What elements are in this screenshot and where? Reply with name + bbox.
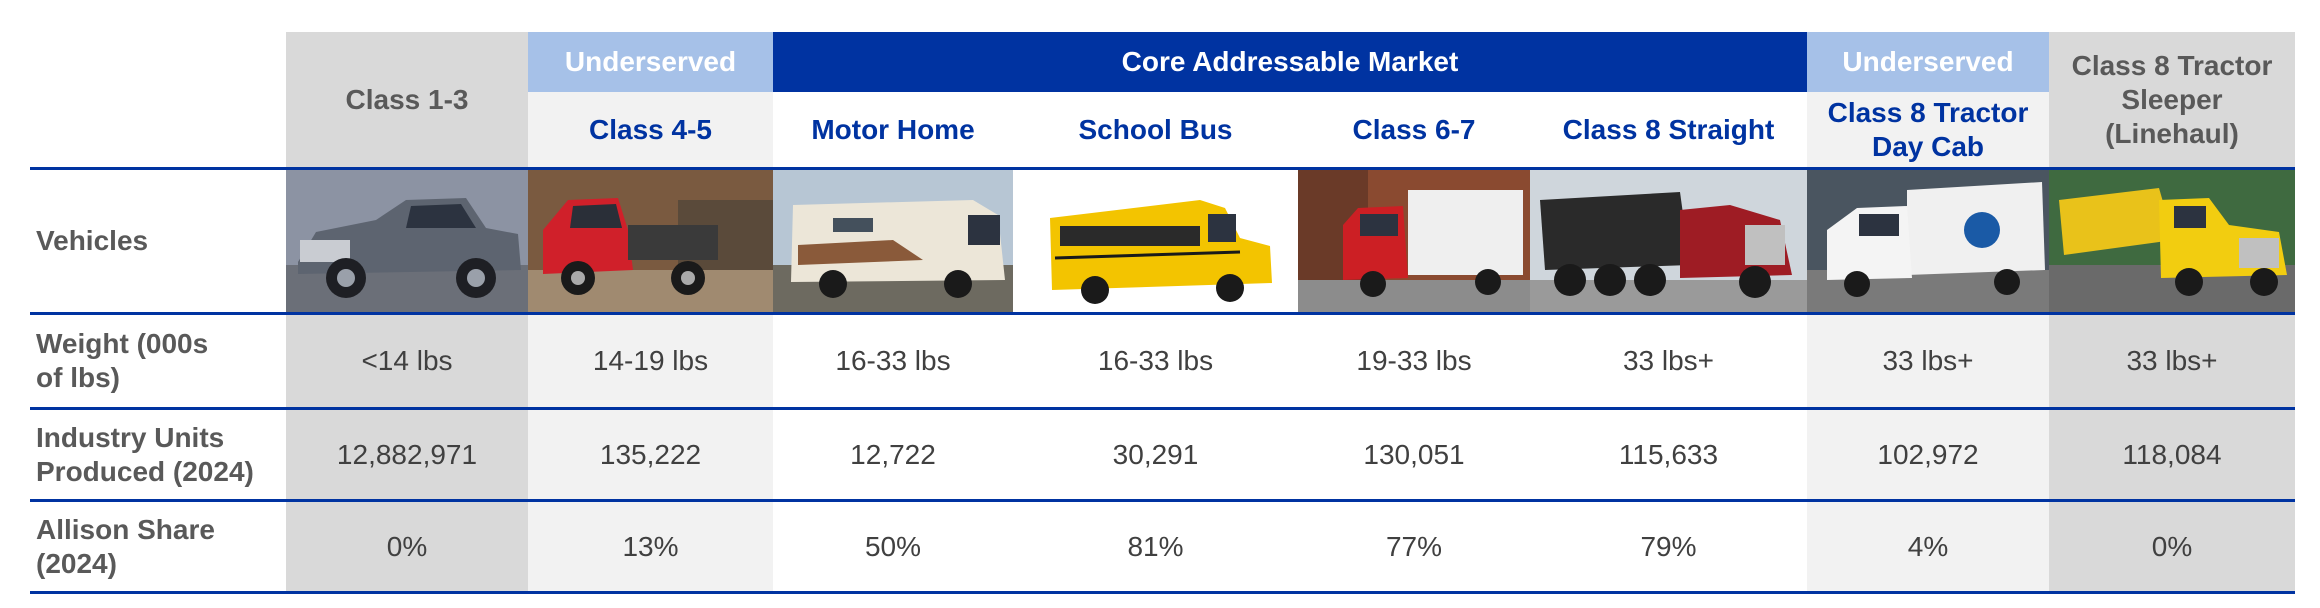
- row-label-share: Allison Share (2024): [30, 502, 280, 591]
- units-class-8-sleeper: 118,084: [2122, 438, 2222, 470]
- vehicle-image-pickup-truck: [286, 170, 528, 312]
- vehicle-image-sleeper-tractor: [2049, 170, 2295, 312]
- share-class-6-7: 77%: [1385, 530, 1443, 562]
- rule-bottom: [30, 591, 2295, 594]
- group-underserved-left: Underserved: [528, 32, 773, 92]
- group-underserved-right: Underserved: [1807, 32, 2049, 92]
- vehicle-image-school-bus: [1040, 178, 1280, 308]
- row-label-units-text: Industry Units Produced (2024): [36, 421, 254, 487]
- units-class-4-5: 135,222: [599, 438, 702, 470]
- units-class-8-straight: 115,633: [1618, 438, 1719, 470]
- row-label-units: Industry Units Produced (2024): [30, 410, 280, 499]
- row-label-weight: Weight (000s of lbs): [30, 315, 280, 407]
- vehicle-image-motor-home: [773, 170, 1013, 312]
- share-class-8-straight: 79%: [1640, 530, 1697, 562]
- rule-header: [30, 167, 2295, 170]
- col-header-school-bus: School Bus: [1078, 114, 1233, 145]
- share-class-8-day-cab: 4%: [1907, 530, 1949, 562]
- col-header-motor-home: Motor Home: [811, 114, 975, 145]
- units-school-bus: 30,291: [1112, 438, 1199, 470]
- units-class-8-day-cab: 102,972: [1877, 438, 1979, 470]
- weight-school-bus: 16-33 lbs: [1097, 345, 1214, 376]
- share-school-bus: 81%: [1127, 530, 1184, 562]
- group-core-addressable-market: Core Addressable Market: [773, 32, 1807, 92]
- vehicle-image-day-cab-tractor: [1807, 170, 2049, 312]
- rule-units: [30, 499, 2295, 502]
- col-header-class-1-3: Class 1-3: [345, 84, 469, 115]
- rule-vehicles: [30, 312, 2295, 315]
- col-header-class-4-5: Class 4-5: [589, 114, 712, 145]
- share-class-1-3: 0%: [386, 530, 428, 562]
- units-motor-home: 12,722: [850, 438, 936, 470]
- col-header-class-6-7: Class 6-7: [1352, 114, 1476, 145]
- vehicle-image-red-dump-truck: [528, 170, 773, 312]
- weight-motor-home: 16-33 lbs: [835, 345, 951, 376]
- weight-class-8-straight: 33 lbs+: [1622, 345, 1715, 376]
- vehicle-image-dump-truck: [1530, 170, 1807, 312]
- row-label-vehicles: Vehicles: [36, 225, 149, 256]
- col-header-class-8-sleeper: Class 8 Tractor Sleeper (Linehaul): [2071, 50, 2273, 149]
- weight-class-8-day-cab: 33 lbs+: [1882, 345, 1974, 376]
- weight-class-4-5: 14-19 lbs: [592, 345, 709, 376]
- units-class-6-7: 130,051: [1363, 438, 1465, 470]
- rule-weight: [30, 407, 2295, 410]
- weight-class-8-sleeper: 33 lbs+: [2126, 345, 2218, 376]
- vehicle-image-red-box-truck: [1298, 170, 1530, 312]
- col-header-class-8-day-cab: Class 8 Tractor Day Cab: [1827, 97, 2029, 162]
- col-header-class-8-straight: Class 8 Straight: [1562, 114, 1775, 145]
- weight-class-6-7: 19-33 lbs: [1356, 345, 1472, 376]
- share-motor-home: 50%: [864, 530, 922, 562]
- row-label-share-text: Allison Share (2024): [36, 513, 215, 579]
- row-label-weight-text: Weight (000s of lbs): [36, 328, 209, 393]
- share-class-8-sleeper: 0%: [2151, 530, 2193, 562]
- units-class-1-3: 12,882,971: [336, 438, 478, 470]
- share-class-4-5: 13%: [622, 530, 679, 562]
- weight-class-1-3: <14 lbs: [361, 345, 453, 376]
